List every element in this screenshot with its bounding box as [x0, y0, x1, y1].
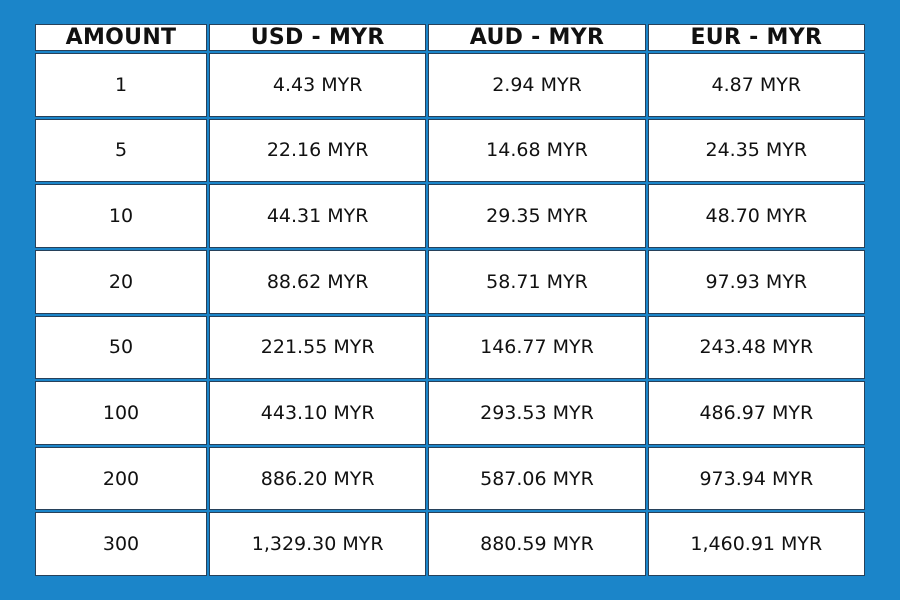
- table-cell: 14.68 MYR: [428, 118, 646, 183]
- table-row: 1 4.43 MYR 2.94 MYR 4.87 MYR: [35, 53, 865, 117]
- table-row: 300 1,329.30 MYR 880.59 MYR 1,460.91 MYR: [35, 512, 865, 576]
- table-cell: 100: [35, 381, 207, 445]
- table-cell: 20: [35, 249, 207, 314]
- table-cell: 5: [35, 118, 207, 183]
- table-cell: 973.94 MYR: [647, 446, 865, 511]
- table-row: 5 22.16 MYR 14.68 MYR 24.35 MYR: [35, 118, 865, 183]
- header-cell: EUR - MYR: [647, 24, 865, 51]
- table-cell: 50: [35, 315, 207, 380]
- table-row: 10 44.31 MYR 29.35 MYR 48.70 MYR: [35, 184, 865, 248]
- table-row: 50 221.55 MYR 146.77 MYR 243.48 MYR: [35, 315, 865, 380]
- table-cell: 886.20 MYR: [209, 446, 427, 511]
- table-row: 20 88.62 MYR 58.71 MYR 97.93 MYR: [35, 249, 865, 314]
- table-cell: 48.70 MYR: [647, 184, 865, 248]
- table-cell: 146.77 MYR: [428, 315, 646, 380]
- table-wrap: AMOUNT USD - MYR AUD - MYR EUR - MYR 1 4.43 …: [33, 22, 867, 578]
- table-cell: 58.71 MYR: [428, 249, 646, 314]
- rate-table: AMOUNT USD - MYR AUD - MYR EUR - MYR 1 4.43 …: [33, 22, 867, 578]
- table-cell: 10: [35, 184, 207, 248]
- table-cell: 2.94 MYR: [428, 53, 646, 117]
- table-cell: 300: [35, 512, 207, 576]
- table-cell: 880.59 MYR: [428, 512, 646, 576]
- table-cell: 97.93 MYR: [647, 249, 865, 314]
- table-cell: 44.31 MYR: [209, 184, 427, 248]
- header-cell: AUD - MYR: [428, 24, 646, 51]
- table-cell: 443.10 MYR: [209, 381, 427, 445]
- table-cell: 29.35 MYR: [428, 184, 646, 248]
- table-cell: 1,460.91 MYR: [647, 512, 865, 576]
- table-cell: 221.55 MYR: [209, 315, 427, 380]
- table-cell: 1,329.30 MYR: [209, 512, 427, 576]
- header-cell: USD - MYR: [209, 24, 427, 51]
- table-cell: 1: [35, 53, 207, 117]
- table-cell: 200: [35, 446, 207, 511]
- table-cell: 88.62 MYR: [209, 249, 427, 314]
- header-row: AMOUNT USD - MYR AUD - MYR EUR - MYR: [35, 24, 865, 51]
- table-row: 200 886.20 MYR 587.06 MYR 973.94 MYR: [35, 446, 865, 511]
- table-cell: 293.53 MYR: [428, 381, 646, 445]
- table-cell: 243.48 MYR: [647, 315, 865, 380]
- table-cell: 4.43 MYR: [209, 53, 427, 117]
- table-cell: 486.97 MYR: [647, 381, 865, 445]
- table-cell: 22.16 MYR: [209, 118, 427, 183]
- header-cell: AMOUNT: [35, 24, 207, 51]
- table-cell: 24.35 MYR: [647, 118, 865, 183]
- table-cell: 4.87 MYR: [647, 53, 865, 117]
- table-cell: 587.06 MYR: [428, 446, 646, 511]
- table-row: 100 443.10 MYR 293.53 MYR 486.97 MYR: [35, 381, 865, 445]
